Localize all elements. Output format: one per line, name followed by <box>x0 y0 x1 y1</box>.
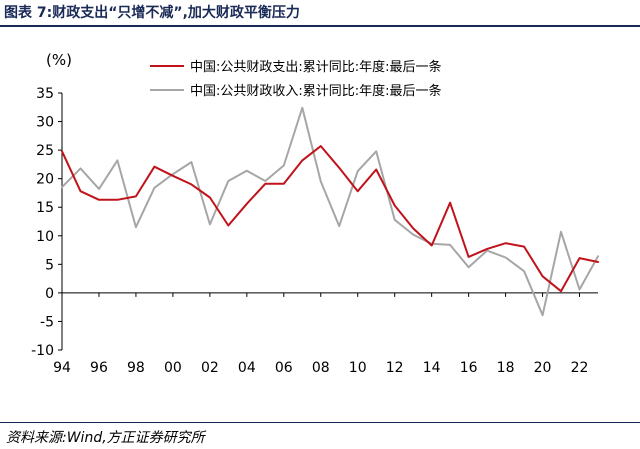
legend-label: 中国:公共财政支出:累计同比:年度:最后一条 <box>190 59 442 75</box>
series-line-revenue <box>61 106 599 317</box>
x-tick-label: 02 <box>201 360 219 376</box>
y-tick-label: 30 <box>36 115 54 131</box>
x-tick-label: 00 <box>164 360 182 376</box>
y-tick-label: 0 <box>45 286 54 302</box>
x-tick-label: 98 <box>127 360 145 376</box>
x-tick-label: 16 <box>460 360 478 376</box>
title-rule <box>0 25 640 27</box>
x-tick-label: 04 <box>238 360 256 376</box>
x-tick-label: 96 <box>90 360 108 376</box>
y-tick-label: 15 <box>36 200 54 216</box>
y-axis-label: (%) <box>46 51 72 69</box>
source-note: 资料来源:Wind,方正证券研究所 <box>6 430 205 446</box>
x-tick-label: 22 <box>571 360 589 376</box>
series-line-expenditure <box>61 145 599 293</box>
x-tick-label: 10 <box>349 360 367 376</box>
x-tick-label: 94 <box>53 360 71 376</box>
y-tick-label: -5 <box>40 314 54 330</box>
y-tick-label: 10 <box>36 229 54 245</box>
series-layer <box>61 106 599 317</box>
x-tick-label: 08 <box>312 360 330 376</box>
x-tick-label: 14 <box>423 360 441 376</box>
x-tick-label: 12 <box>386 360 404 376</box>
source-rule <box>0 422 640 423</box>
legend-label: 中国:公共财政收入:累计同比:年度:最后一条 <box>190 83 442 99</box>
x-tick-label: 06 <box>275 360 293 376</box>
x-tick-label: 18 <box>497 360 515 376</box>
figure-title: 图表 7:财政支出“只增不减”,加大财政平衡压力 <box>4 5 300 21</box>
y-tick-label: 35 <box>36 86 54 102</box>
x-tick-label: 20 <box>534 360 552 376</box>
line-chart: 中国:公共财政支出:累计同比:年度:最后一条中国:公共财政收入:累计同比:年度:… <box>31 51 599 376</box>
y-tick-label: -10 <box>31 343 54 359</box>
y-tick-label: 25 <box>36 143 54 159</box>
y-tick-label: 5 <box>45 257 54 273</box>
legend: 中国:公共财政支出:累计同比:年度:最后一条中国:公共财政收入:累计同比:年度:… <box>150 59 442 99</box>
y-tick-label: 20 <box>36 172 54 188</box>
